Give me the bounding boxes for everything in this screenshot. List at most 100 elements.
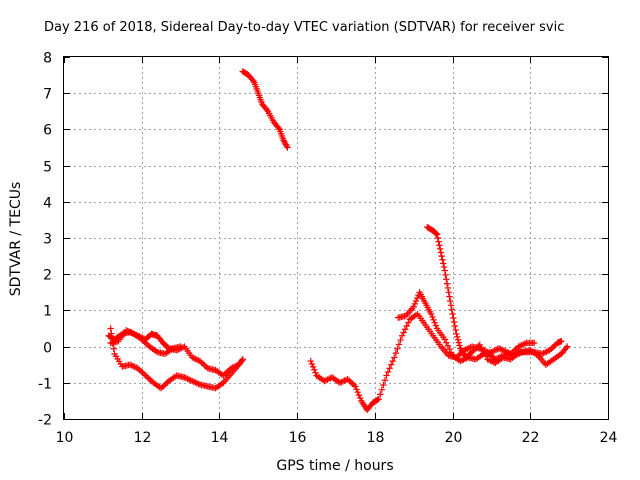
y-tick-label: 5 xyxy=(43,160,52,176)
data-point xyxy=(432,322,440,329)
x-tick-label: 10 xyxy=(56,430,74,446)
data-point xyxy=(107,325,114,332)
data-point xyxy=(147,376,154,384)
data-point xyxy=(142,372,149,379)
data-point xyxy=(430,316,437,324)
data-point xyxy=(283,142,290,150)
data-point xyxy=(108,330,115,337)
data-point xyxy=(447,297,454,305)
y-tick-label: 0 xyxy=(43,341,52,357)
data-point xyxy=(564,343,571,350)
data-point xyxy=(199,360,207,368)
data-point xyxy=(401,326,409,333)
x-tick-label: 14 xyxy=(211,430,229,446)
data-point xyxy=(414,294,421,302)
x-tick-label: 18 xyxy=(367,430,385,446)
data-point xyxy=(311,366,318,373)
y-tick-label: 8 xyxy=(43,51,52,67)
data-point xyxy=(450,314,457,322)
series-segment-lower xyxy=(107,325,243,392)
series-segment-upper-1 xyxy=(105,328,246,379)
data-point xyxy=(434,234,442,242)
data-point xyxy=(435,238,442,245)
y-tick-label: -1 xyxy=(38,377,52,393)
data-point xyxy=(238,357,246,364)
series-segment-right-3 xyxy=(424,223,565,367)
data-point xyxy=(235,361,243,368)
data-point xyxy=(558,337,565,345)
data-point xyxy=(437,249,445,256)
data-point xyxy=(307,357,314,365)
data-point xyxy=(455,339,462,346)
series-segment-high xyxy=(239,68,291,151)
data-point xyxy=(440,263,448,271)
data-point xyxy=(551,342,558,350)
y-axis-label: SDTVAR / TECUs xyxy=(8,182,24,297)
data-point xyxy=(250,77,257,85)
data-point xyxy=(436,245,444,253)
data-point xyxy=(391,354,398,361)
data-point xyxy=(308,360,316,368)
data-point xyxy=(380,381,387,389)
data-point xyxy=(145,375,152,382)
data-point xyxy=(443,276,450,283)
data-point xyxy=(436,242,443,249)
data-marks xyxy=(105,68,571,414)
y-tick-label: 3 xyxy=(43,232,52,248)
data-point xyxy=(431,319,438,326)
data-point xyxy=(444,284,452,292)
data-point xyxy=(375,395,382,403)
data-point xyxy=(177,343,184,350)
y-tick-label: 6 xyxy=(43,123,52,139)
data-point xyxy=(454,333,461,341)
data-point xyxy=(263,106,271,114)
data-point xyxy=(354,389,361,396)
data-point xyxy=(377,391,384,398)
data-point xyxy=(428,310,435,318)
data-point xyxy=(355,391,363,399)
data-point xyxy=(452,326,459,334)
data-point xyxy=(387,361,395,368)
data-point xyxy=(439,256,446,263)
data-point xyxy=(352,383,359,390)
data-point xyxy=(448,306,455,313)
data-point xyxy=(398,332,406,339)
series-segment-right-1 xyxy=(307,310,538,414)
data-point xyxy=(443,280,451,287)
data-point xyxy=(440,260,447,267)
data-point xyxy=(381,377,389,384)
data-point xyxy=(395,341,403,348)
data-point xyxy=(108,335,116,342)
data-point xyxy=(356,394,364,402)
data-point xyxy=(446,345,453,353)
data-point xyxy=(353,386,360,393)
data-point xyxy=(374,396,381,404)
data-point xyxy=(403,322,410,330)
y-tick-label: 4 xyxy=(43,196,52,212)
data-point xyxy=(159,383,166,390)
data-point xyxy=(454,336,462,343)
data-point xyxy=(137,368,145,375)
data-point xyxy=(349,380,356,387)
data-point xyxy=(442,271,449,279)
x-tick-label: 20 xyxy=(445,430,463,446)
data-point xyxy=(411,300,419,308)
y-tick-label: 1 xyxy=(43,304,52,320)
data-point xyxy=(397,336,404,344)
data-point xyxy=(410,303,417,310)
data-point xyxy=(450,318,458,326)
data-point xyxy=(284,144,291,151)
data-point xyxy=(447,349,455,356)
data-point xyxy=(389,357,396,365)
data-point xyxy=(221,370,229,378)
y-tick-label: 7 xyxy=(43,87,52,103)
data-point xyxy=(446,293,453,300)
y-tick-label: -2 xyxy=(38,413,52,429)
data-point xyxy=(400,329,407,336)
data-point xyxy=(201,362,208,369)
data-point xyxy=(275,124,282,132)
data-point xyxy=(433,230,440,237)
data-point xyxy=(383,372,390,379)
data-point xyxy=(412,297,420,305)
